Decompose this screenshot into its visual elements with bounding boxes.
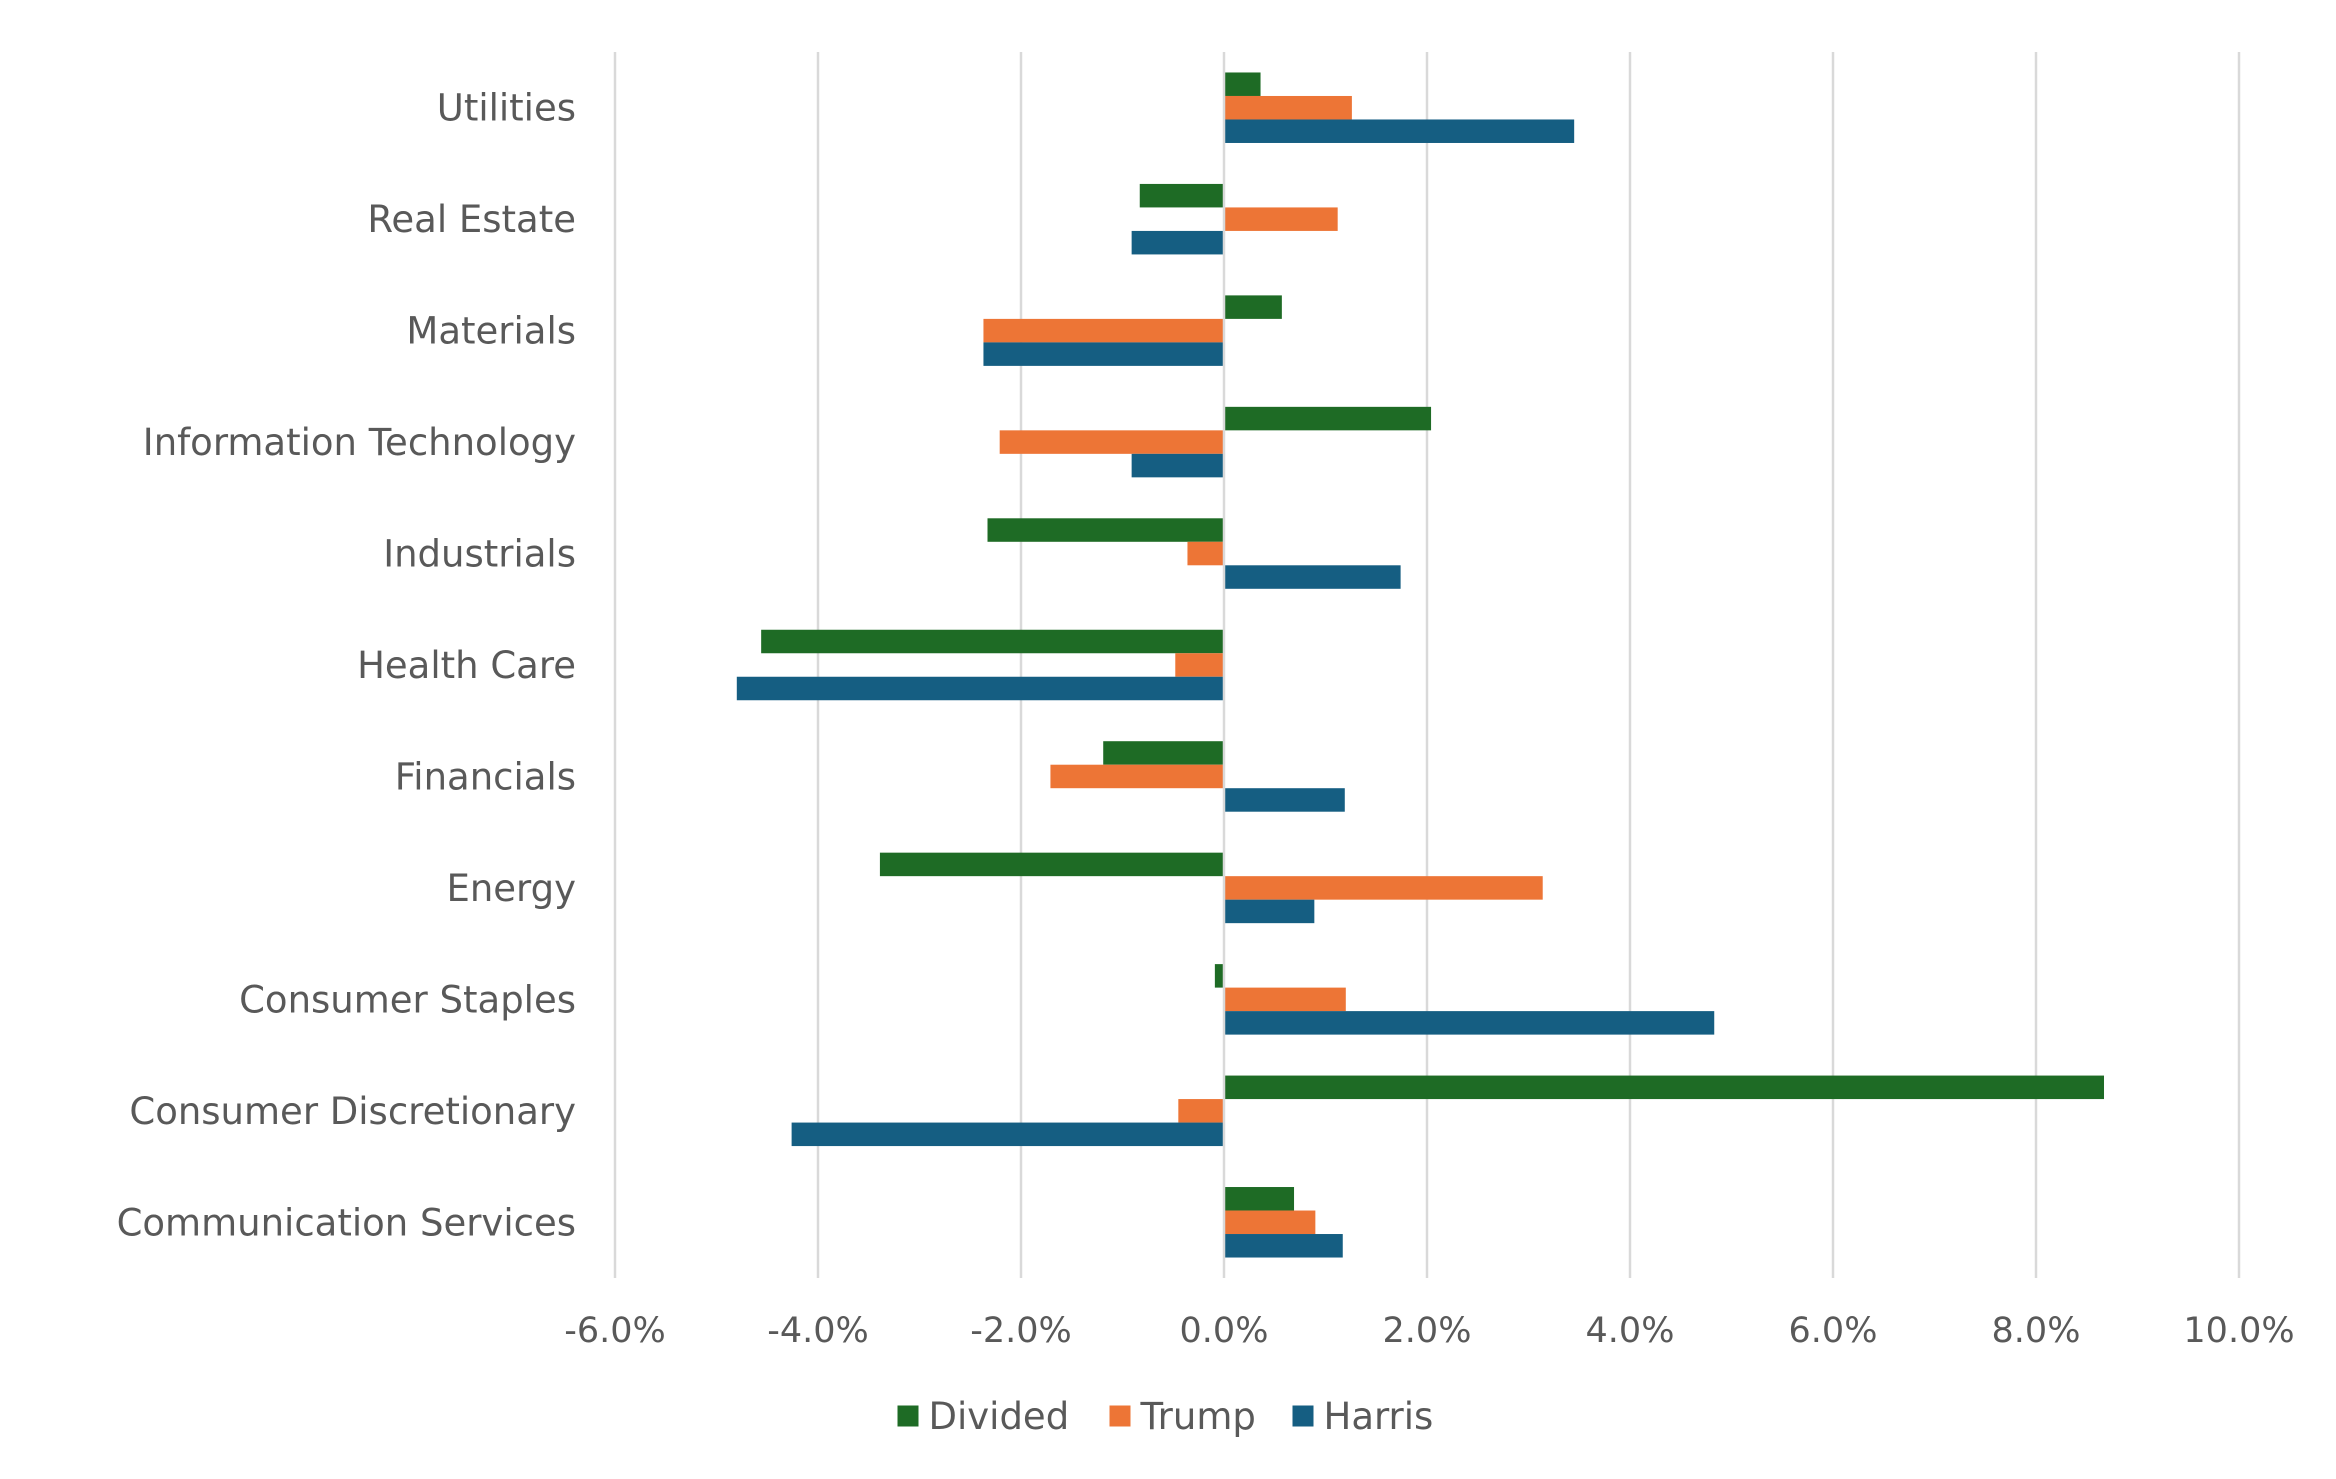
category-label: Consumer Discretionary [129, 1090, 576, 1133]
bar-harris [1224, 899, 1315, 924]
legend-label-harris: Harris [1324, 1395, 1434, 1438]
bar-divided [1224, 1187, 1295, 1211]
bar-trump [1187, 541, 1224, 566]
bar-divided [1139, 183, 1224, 208]
bar-trump [1050, 764, 1224, 789]
bar-trump [1224, 207, 1338, 231]
bar-harris [1131, 230, 1224, 255]
bar-trump [1224, 1210, 1316, 1235]
bar-harris [736, 676, 1224, 701]
legend: Divided Trump Harris [897, 1395, 1434, 1438]
bar-divided [1214, 964, 1224, 988]
legend-swatch-divided [897, 1405, 919, 1427]
bar-trump [1175, 653, 1224, 677]
bar-trump [983, 318, 1224, 343]
bar-harris [1224, 1234, 1343, 1258]
x-tick-label: -2.0% [970, 1311, 1072, 1351]
category-label: Information Technology [143, 421, 576, 464]
category-label: Energy [446, 867, 576, 910]
x-tick-label: 4.0% [1586, 1311, 1675, 1351]
bar-trump [999, 430, 1224, 454]
bar-harris [1131, 453, 1224, 478]
legend-swatch-harris [1292, 1405, 1314, 1427]
legend-label-trump: Trump [1140, 1395, 1256, 1438]
gridlines [613, 52, 2241, 1278]
bar-trump [1224, 876, 1543, 900]
bar-divided [1103, 741, 1224, 765]
x-tick-label: -4.0% [767, 1311, 869, 1351]
x-tick-label: 8.0% [1992, 1311, 2081, 1351]
x-tick-label: 10.0% [2183, 1311, 2294, 1351]
bar-harris [1224, 1011, 1715, 1035]
category-label: Real Estate [367, 198, 576, 241]
category-label: Communication Services [117, 1201, 576, 1244]
bar-trump [1224, 95, 1352, 120]
x-tick-label: 6.0% [1789, 1311, 1878, 1351]
legend-swatch-trump [1109, 1405, 1131, 1427]
bar-divided [1224, 295, 1282, 319]
bar-divided [879, 852, 1224, 877]
bar-divided [1224, 1075, 2105, 1100]
x-tick-labels: -6.0% -4.0% -2.0% 0.0% 2.0% 4.0% 6.0% 8.0% 10.0% [564, 1311, 2294, 1351]
category-label: Consumer Staples [239, 978, 576, 1021]
bar-harris [983, 342, 1224, 366]
x-tick-label: -6.0% [564, 1311, 666, 1351]
bar-harris [1224, 119, 1575, 143]
category-labels: Utilities Real Estate Materials Information… [117, 87, 576, 1245]
legend-label-divided: Divided [929, 1395, 1070, 1438]
bar-harris [1224, 565, 1401, 589]
bar-harris [791, 1122, 1224, 1147]
category-label: Health Care [357, 644, 576, 687]
bar-trump [1178, 1099, 1224, 1123]
bar-divided [761, 629, 1224, 654]
bar-trump [1224, 987, 1346, 1012]
bars [736, 72, 2105, 1258]
bar-harris [1224, 788, 1345, 812]
category-label: Utilities [437, 87, 576, 130]
x-tick-label: 0.0% [1180, 1311, 1269, 1351]
category-label: Industrials [383, 533, 576, 576]
bar-divided [1224, 406, 1432, 431]
x-tick-label: 2.0% [1383, 1311, 1472, 1351]
category-label: Materials [406, 310, 576, 353]
bar-divided [987, 518, 1224, 542]
category-label: Financials [395, 755, 576, 798]
bar-divided [1224, 72, 1261, 96]
